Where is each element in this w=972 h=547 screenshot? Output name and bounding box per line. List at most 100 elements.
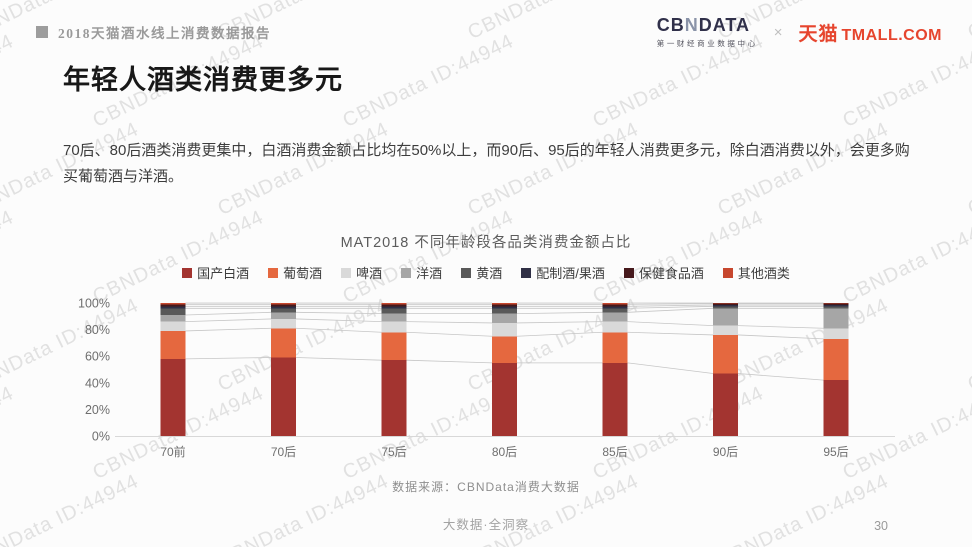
x-axis-label: 70后: [271, 445, 296, 459]
bar-segment: [160, 303, 186, 305]
bar-segment: [602, 321, 628, 333]
bar-segment: [492, 304, 517, 307]
connector-line: [185, 357, 272, 360]
bar-segment: [160, 306, 186, 309]
x-axis-label: 80后: [492, 445, 517, 459]
bar-segment: [823, 328, 849, 339]
legend-item: 洋酒: [401, 263, 442, 282]
bar-segment: [492, 362, 517, 436]
bar-segment: [713, 334, 738, 374]
bar-segment: [602, 332, 628, 363]
bar-segment: [271, 304, 296, 307]
stacked-bar-chart: 70前 70后 75后 80后 85后 90后 95后 0% 20% 40% 60% 80% 100%: [78, 297, 895, 459]
bar-segment: [381, 304, 407, 307]
connector-line: [516, 331, 603, 337]
footer-tagline: 大数据·全洞察: [442, 518, 530, 532]
legend-label: 洋酒: [416, 266, 443, 281]
x-axis-label: 75后: [381, 445, 406, 459]
connector-line: [295, 318, 382, 323]
bar-segment: [160, 358, 186, 436]
legend-label: 葡萄酒: [283, 266, 323, 281]
bar-segment: [492, 336, 517, 363]
bar-segment: [713, 373, 738, 436]
bar-segment: [381, 306, 407, 309]
bar-segment: [381, 308, 407, 314]
connector-line: [295, 357, 382, 361]
legend-item: 配制酒/果酒: [521, 263, 605, 282]
bar-segment: [823, 303, 849, 305]
legend-label: 黄酒: [476, 266, 503, 281]
connector-line: [627, 331, 714, 336]
chart-legend: 国产白酒 葡萄酒 啤酒 洋酒 黄酒 配制酒/果酒 保健食品酒 其他酒类: [0, 263, 972, 282]
bar-segment: [492, 308, 517, 314]
connector-line: [627, 362, 714, 374]
bar-segment: [271, 357, 296, 436]
logo-separator: ×: [773, 24, 783, 41]
bar-segment: [602, 303, 628, 305]
connector-line: [737, 325, 824, 329]
page-title: 年轻人酒类消费更多元: [63, 65, 343, 95]
cbndata-subtitle: 第一财经商业数据中心: [656, 39, 758, 48]
bar-segment: [271, 312, 296, 319]
cbndata-n-mark: N: [684, 15, 699, 35]
cbndata-post: DATA: [698, 15, 751, 35]
bar-segment: [160, 304, 186, 307]
cbndata-pre: CB: [656, 15, 685, 35]
connector-line: [737, 334, 824, 340]
bar-segment: [713, 303, 738, 305]
bar-segment: [823, 308, 849, 329]
bar-segment: [713, 306, 738, 309]
legend-swatch-icon: [268, 267, 279, 278]
connector-line: [406, 359, 493, 364]
cbndata-wordmark: CBNDATA: [657, 16, 758, 34]
tmall-logo: 天猫 TMALL.COM: [799, 19, 943, 46]
bar-segment: [823, 304, 849, 307]
connector-line: [737, 373, 824, 381]
body-paragraph: 70后、80后酒类消费更集中，白酒消费金额占比均在50%以上，而90后、95后的…: [63, 142, 910, 185]
y-axis-label: 100%: [78, 297, 110, 311]
header-left: 2018天猫酒水线上消费数据报告: [36, 22, 271, 42]
bar-segment: [381, 332, 407, 361]
bar-segment: [492, 313, 517, 323]
bar-segment: [271, 308, 296, 313]
bar-segment: [381, 360, 407, 436]
connector-line: [295, 311, 382, 315]
bar-segment: [381, 321, 407, 333]
bar-segment: [381, 313, 407, 322]
connector-line: [185, 327, 272, 332]
bar-segment: [602, 308, 628, 313]
connector-line: [185, 311, 272, 316]
legend-label: 国产白酒: [197, 266, 250, 281]
header-logos: CBNDATA 第一财经商业数据中心 × 天猫 TMALL.COM: [657, 16, 942, 49]
bar-segment: [160, 321, 186, 331]
connector-line: [406, 321, 493, 324]
bar-segment: [602, 306, 628, 309]
cbndata-logo: CBNDATA 第一财经商业数据中心: [657, 16, 758, 49]
connector-line: [185, 318, 272, 323]
y-axis-label: 40%: [85, 376, 110, 390]
legend-label: 保健食品酒: [638, 266, 704, 281]
bar-segment: [823, 303, 849, 304]
watermark-text: CBNData ID:44944: [964, 118, 972, 220]
legend-item: 保健食品酒: [623, 263, 704, 282]
x-axis-label: 70前: [160, 444, 185, 459]
bar-segment: [713, 308, 738, 326]
bar-segment: [602, 362, 628, 436]
watermark-text: CBNData ID:44944: [0, 382, 18, 484]
y-axis-label: 0%: [92, 430, 110, 444]
square-bullet-icon: [36, 26, 48, 38]
legend-swatch-icon: [521, 267, 532, 278]
bar-segment: [381, 303, 407, 305]
watermark-text: CBNData ID:44944: [0, 30, 18, 132]
legend-swatch-icon: [401, 267, 412, 278]
bar-segment: [271, 306, 296, 309]
chart-title: MAT2018 不同年龄段各品类消费金额占比: [340, 235, 632, 251]
header: 2018天猫酒水线上消费数据报告 CBNDATA 第一财经商业数据中心 × 天猫…: [36, 16, 942, 49]
legend-item: 啤酒: [341, 263, 382, 282]
watermark-text: CBNData ID:44944: [964, 0, 972, 45]
legend-swatch-icon: [623, 267, 634, 278]
bar-segment: [271, 328, 296, 358]
x-axis-label: 90后: [713, 445, 738, 459]
connector-line: [295, 327, 382, 333]
